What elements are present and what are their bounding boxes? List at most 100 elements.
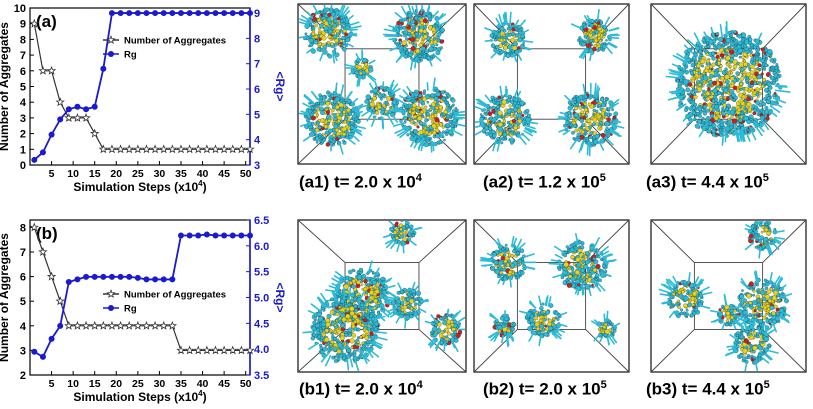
micelle-bead	[696, 86, 703, 92]
micelle-tail	[516, 50, 523, 61]
micelle-bead	[683, 79, 689, 85]
micelle-cluster	[299, 5, 362, 64]
micelle-bead	[333, 42, 338, 47]
micelle-bead	[350, 292, 355, 298]
micelle-bead	[448, 119, 453, 124]
micelle-bead	[506, 120, 511, 125]
micelle-tail	[331, 277, 342, 285]
micelle-bead	[552, 317, 555, 320]
micelle-bead	[762, 77, 766, 82]
micelle-bead	[707, 87, 711, 91]
micelle-bead	[602, 32, 607, 36]
micelle-bead	[422, 29, 428, 34]
micelle-tail	[475, 105, 486, 111]
micelle-tail	[358, 104, 369, 108]
micelle-cluster	[382, 221, 423, 254]
micelle-tail	[382, 279, 391, 285]
micelle-bead	[350, 353, 354, 357]
micelle-bead	[348, 269, 353, 275]
micelle-bead	[321, 35, 327, 41]
micelle-bead	[714, 36, 718, 40]
micelle-tail	[676, 103, 687, 111]
x-tick-label: 50	[240, 378, 252, 390]
micelle-tail	[721, 130, 725, 146]
micelle-bead	[579, 126, 583, 130]
micelle-bead	[576, 262, 582, 268]
micelle-tail	[596, 8, 600, 22]
micelle-bead	[724, 74, 730, 80]
micelle-bead	[339, 131, 343, 136]
micelle-bead	[504, 243, 508, 247]
micelle-bead	[751, 61, 757, 66]
micelle-bead	[390, 97, 394, 101]
micelle-tail	[427, 56, 433, 67]
micelle-tail	[582, 83, 587, 97]
micelle-bead	[511, 27, 516, 32]
micelle-bead	[711, 128, 716, 134]
micelle-tail	[608, 27, 619, 32]
micelle-bead	[455, 108, 459, 112]
micelle-bead	[743, 44, 748, 49]
x-tick-label: 15	[89, 378, 101, 390]
micelle-tail	[388, 221, 395, 226]
micelle-bead	[577, 136, 581, 139]
micelle-tail	[475, 120, 484, 124]
micelle-bead	[743, 106, 747, 110]
micelle-bead	[356, 280, 361, 285]
micelle-bead	[520, 270, 525, 276]
micelle-bead	[338, 320, 343, 325]
micelle-bead	[406, 311, 410, 316]
series-point	[74, 103, 81, 110]
micelle-tail	[665, 75, 683, 79]
micelle-bead	[543, 331, 549, 337]
micelle-bead	[359, 335, 363, 339]
micelle-bead	[755, 56, 760, 61]
micelle-bead	[425, 138, 430, 143]
micelle-bead	[429, 108, 433, 111]
micelle-bead	[696, 63, 701, 69]
micelle-bead	[518, 259, 523, 263]
series-point	[115, 144, 126, 154]
micelle-bead	[724, 120, 728, 124]
micelle-bead	[539, 315, 544, 320]
micelle-bead	[735, 71, 740, 76]
micelle-bead	[494, 269, 500, 275]
micelle-bead	[402, 231, 407, 235]
micelle-bead	[602, 263, 607, 268]
micelle-tail	[333, 275, 344, 282]
y-tick-label: 7	[20, 50, 26, 62]
box-diagonal-edge	[762, 118, 807, 165]
micelle-bead	[445, 123, 450, 128]
micelle-bead	[333, 47, 337, 51]
y-tick-label: 8	[20, 222, 26, 234]
micelle-tail	[363, 295, 371, 308]
y2-axis-label: <Rg>	[273, 71, 287, 101]
micelle-bead	[340, 299, 345, 304]
series-point	[143, 10, 150, 17]
series-point	[176, 345, 186, 355]
micelle-bead	[690, 46, 694, 50]
micelle-bead	[597, 103, 601, 108]
micelle-tail	[753, 123, 763, 137]
micelle-bead	[733, 38, 736, 42]
micelle-tail	[414, 57, 417, 69]
series-point	[115, 320, 126, 330]
micelle-bead	[485, 131, 490, 136]
series-point	[202, 345, 212, 355]
micelle-bead	[715, 67, 720, 72]
micelle-bead	[450, 320, 454, 324]
micelle-tail	[367, 347, 380, 358]
micelle-tail	[587, 285, 592, 297]
micelle-bead	[714, 51, 718, 55]
micelle-bead	[691, 105, 696, 110]
series-point	[91, 273, 98, 280]
micelle-bead	[565, 245, 569, 249]
micelle-bead	[399, 119, 403, 123]
micelle-bead	[360, 283, 364, 286]
micelle-bead	[723, 34, 726, 37]
micelle-tail	[340, 6, 350, 17]
micelle-tail	[374, 331, 388, 334]
micelle-tail	[526, 121, 539, 125]
micelle-bead	[441, 97, 446, 102]
micelle-bead	[407, 13, 412, 18]
